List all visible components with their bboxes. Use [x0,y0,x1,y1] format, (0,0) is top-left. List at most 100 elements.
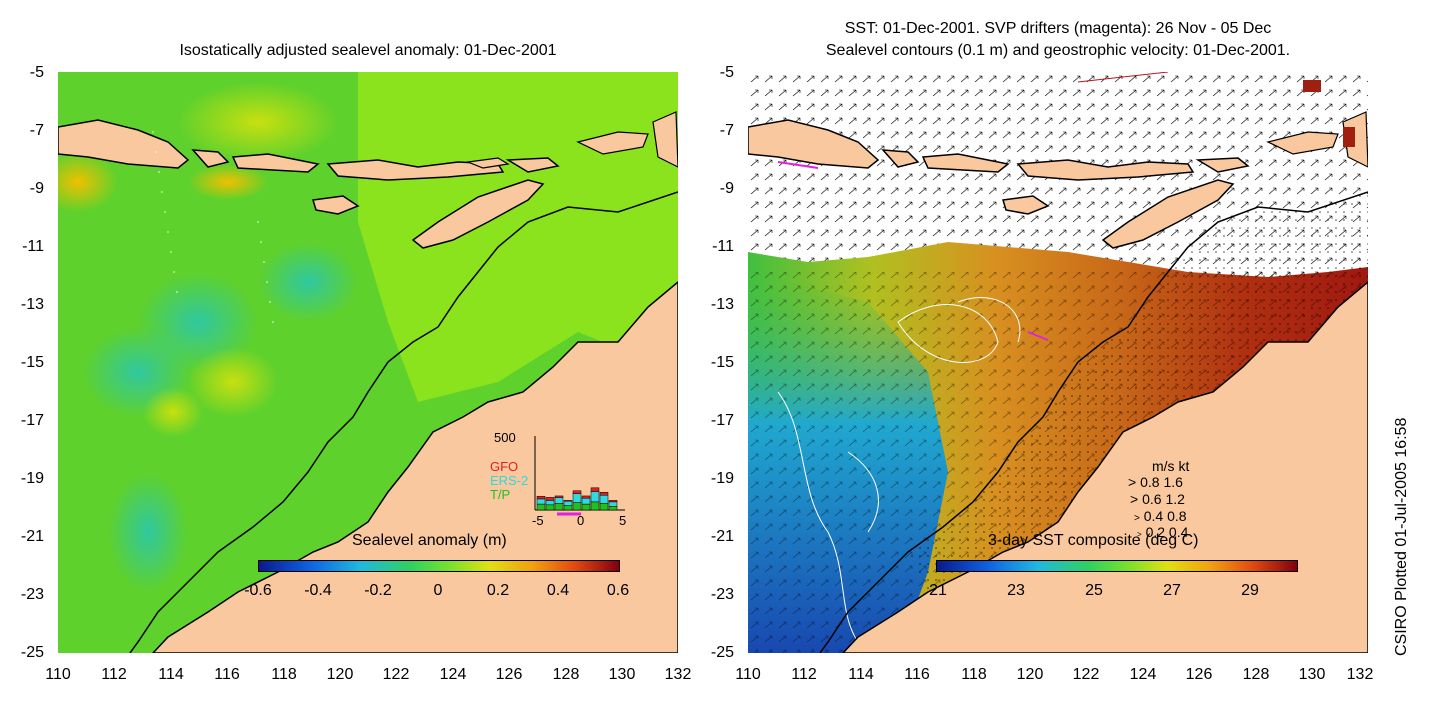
velocity-ms: 0.2 [1145,524,1166,540]
y-tick-label: -17 [710,412,734,429]
colorbar-tick: 0 [433,582,443,599]
y-tick-label: -7 [29,122,44,139]
x-tick-label: 120 [326,666,354,683]
histogram-bar-gfo [590,487,600,492]
histogram-bar-tp [590,501,600,511]
histogram-bar-ers [581,497,591,505]
y-tick-label: -17 [20,412,44,429]
velocity-kt: 0.4 [1168,524,1189,540]
right-panel-title-line2: Sealevel contours (0.1 m) and geostrophi… [825,42,1291,59]
colorbar-tick: -0.2 [364,582,392,599]
right-panel-title-line1: SST: 01-Dec-2001. SVP drifters (magenta)… [844,20,1272,37]
velocity-legend-row: > 0.2 0.4 [1137,524,1188,540]
x-tick-label: 116 [904,666,930,683]
histogram-x-tick: 5 [619,513,627,528]
legend-ers2: ERS-2 [490,473,529,488]
histogram-bar-tp [545,504,555,511]
velocity-kt: 1.2 [1165,491,1185,507]
x-tick-label: 128 [1242,666,1270,683]
x-tick-label: 114 [158,666,184,683]
colorbar-tick: -0.4 [304,582,332,599]
arrow-icon: > [1130,491,1139,507]
colorbar-tick: 25 [1085,582,1103,599]
y-tick-label: -5 [719,64,734,81]
velocity-ms: 0.8 [1140,474,1160,490]
colorbar-tick: 21 [929,582,947,599]
sst-colorbar [936,560,1298,572]
colorbar-tick: 0.2 [486,582,510,599]
velocity-ms: 0.4 [1143,508,1164,524]
histogram-bar-tp [581,503,591,511]
legend-gfo: GFO [490,459,519,474]
histogram-bar-ers [545,500,555,506]
x-tick-label: 112 [791,666,817,683]
x-tick-label: 126 [1185,666,1213,683]
x-tick-label: 110 [45,666,71,683]
y-tick-label: -15 [20,354,44,371]
x-tick-label: 132 [1346,666,1374,683]
colorbar-tick: -0.6 [244,582,272,599]
y-tick-label: -11 [22,238,44,255]
arrow-icon: > [1128,474,1137,490]
histogram-bar-tp [563,505,573,511]
x-tick-label: 126 [495,666,523,683]
histogram-bar-ers [563,500,573,506]
x-tick-label: 124 [1129,666,1157,683]
velocity-legend-row: > 0.4 0.8 [1134,508,1187,524]
velocity-kt: 0.8 [1167,508,1187,524]
y-tick-label: -15 [710,354,734,371]
histogram-bar-ers [608,501,618,507]
x-tick-label: 122 [382,666,410,683]
sealevel-colorbar-title: Sealevel anomaly (m) [352,532,507,549]
arrow-icon: > [1137,530,1142,539]
y-tick-label: -9 [29,180,44,197]
legend-tp: T/P [490,487,511,502]
arrow-icon: > [1134,513,1140,524]
velocity-legend-header: m/s kt [1152,458,1190,474]
histogram-x-tick: 0 [577,513,585,528]
x-tick-label: 118 [271,666,297,683]
velocity-ms: 0.6 [1142,491,1162,507]
histogram-bar-tp [554,503,564,511]
histogram-bar-gfo [554,495,564,498]
histogram-bar-ers [590,491,600,503]
x-tick-label: 118 [961,666,987,683]
colorbar-tick: 23 [1007,582,1025,599]
velocity-legend-row: > 0.6 1.2 [1130,491,1185,507]
histogram-bar-gfo [599,491,609,496]
histogram-bar-tp [608,506,618,511]
histogram-plot [534,436,625,516]
y-tick-label: -7 [719,122,734,139]
y-tick-label: -13 [710,296,734,313]
histogram-bar-gfo [581,495,591,499]
colorbar-tick: 0.6 [606,582,630,599]
x-tick-label: 128 [552,666,580,683]
colorbar-tick: 0.4 [546,582,570,599]
histogram-x-tick: -5 [532,513,544,528]
left-panel-title: Isostatically adjusted sealevel anomaly:… [179,42,557,59]
sealevel-map [58,72,678,653]
x-tick-label: 122 [1072,666,1100,683]
y-tick-label: -5 [29,64,44,81]
histogram-bar-tp [572,502,582,511]
histogram-bar-gfo [536,495,546,500]
sst-map [748,72,1368,653]
x-tick-label: 130 [608,666,636,683]
y-tick-label: -21 [710,528,734,545]
histogram-bar-ers [599,494,609,504]
histogram-bar-gfo [563,500,573,502]
histogram-bar-ers [572,493,582,503]
y-tick-label: -11 [712,238,734,255]
y-tick-label: -23 [20,586,44,603]
histogram-bar-ers [536,498,546,505]
colorbar-tick: 27 [1163,582,1181,599]
y-tick-label: -9 [719,180,734,197]
y-tick-label: -19 [20,470,44,487]
x-tick-label: 120 [1016,666,1044,683]
y-tick-label: -21 [20,528,44,545]
histogram-bar-gfo [608,500,618,503]
x-tick-label: 130 [1298,666,1326,683]
x-tick-label: 124 [439,666,467,683]
y-tick-label: -25 [20,644,44,661]
histogram-bar-gfo [545,497,555,501]
